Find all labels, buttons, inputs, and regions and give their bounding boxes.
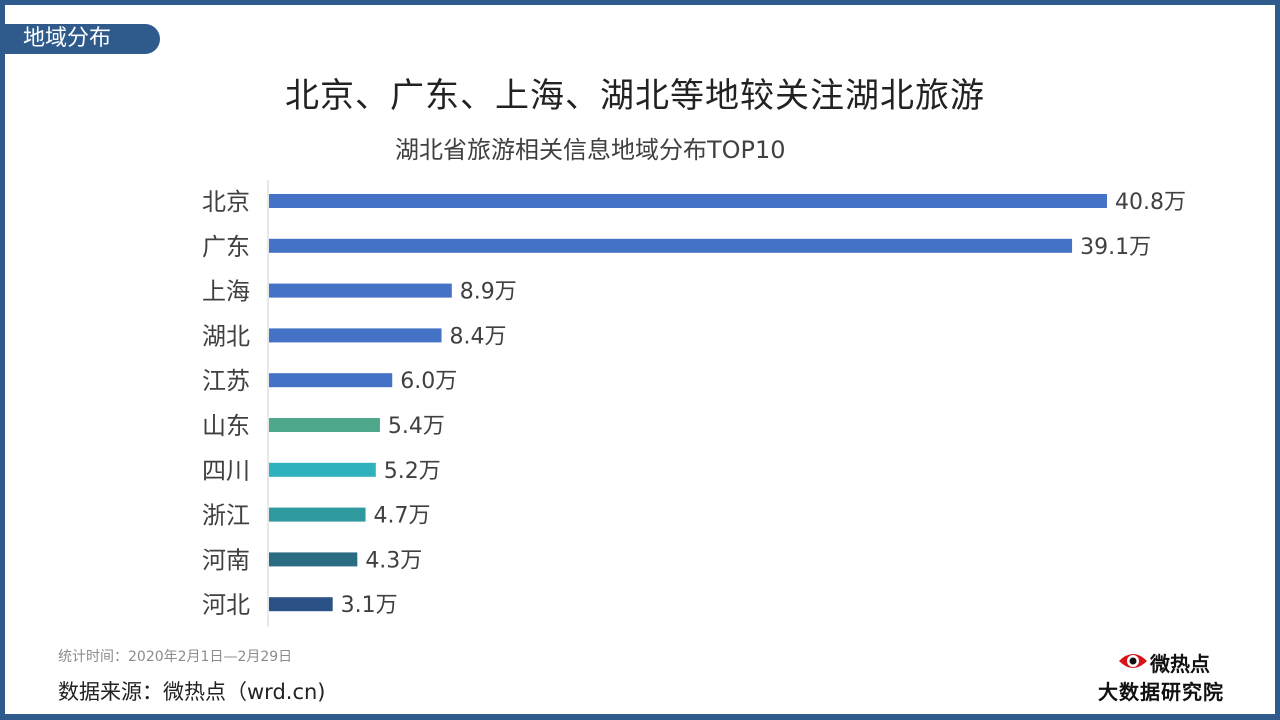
value-label: 6.0万 [400, 369, 457, 394]
bar [269, 597, 333, 612]
value-label: 39.1万 [1080, 235, 1151, 260]
bar [269, 194, 1107, 208]
category-label: 山东 [202, 412, 250, 440]
value-label: 40.8万 [1115, 190, 1186, 215]
category-label: 河北 [202, 591, 250, 619]
logo-brand-name: 微热点 [1150, 652, 1210, 676]
value-label: 8.9万 [460, 280, 517, 305]
category-label: 湖北 [202, 322, 250, 350]
bar [269, 283, 452, 298]
value-label: 8.4万 [450, 324, 507, 349]
bar [269, 418, 380, 432]
bar [269, 373, 393, 388]
category-label: 江苏 [202, 367, 250, 395]
bar [269, 552, 358, 567]
value-label: 4.7万 [374, 504, 431, 529]
value-label: 4.3万 [365, 548, 422, 573]
category-label: 上海 [202, 278, 250, 306]
value-label: 5.4万 [388, 414, 445, 439]
brand-logo: 微热点 大数据研究院 [1098, 646, 1248, 704]
value-label: 3.1万 [341, 593, 398, 618]
bar [269, 462, 376, 477]
bar [269, 238, 1073, 253]
chart-title: 湖北省旅游相关信息地域分布TOP10 [395, 136, 786, 164]
category-label: 广东 [202, 233, 250, 261]
category-label: 浙江 [202, 502, 250, 530]
bar [269, 328, 442, 343]
bar [269, 507, 366, 522]
data-source: 数据来源：微热点（wrd.cn) [58, 680, 326, 704]
section-tab: 地域分布 [5, 24, 160, 54]
category-label: 河南 [202, 546, 250, 574]
value-label: 5.2万 [384, 459, 441, 484]
logo-org-name: 大数据研究院 [1098, 680, 1224, 704]
statistics-period: 统计时间：2020年2月1日—2月29日 [58, 649, 293, 665]
eye-logo-icon [1119, 654, 1147, 668]
main-title: 北京、广东、上海、湖北等地较关注湖北旅游 [285, 76, 985, 116]
category-label: 四川 [202, 457, 250, 485]
category-label: 北京 [202, 188, 250, 216]
